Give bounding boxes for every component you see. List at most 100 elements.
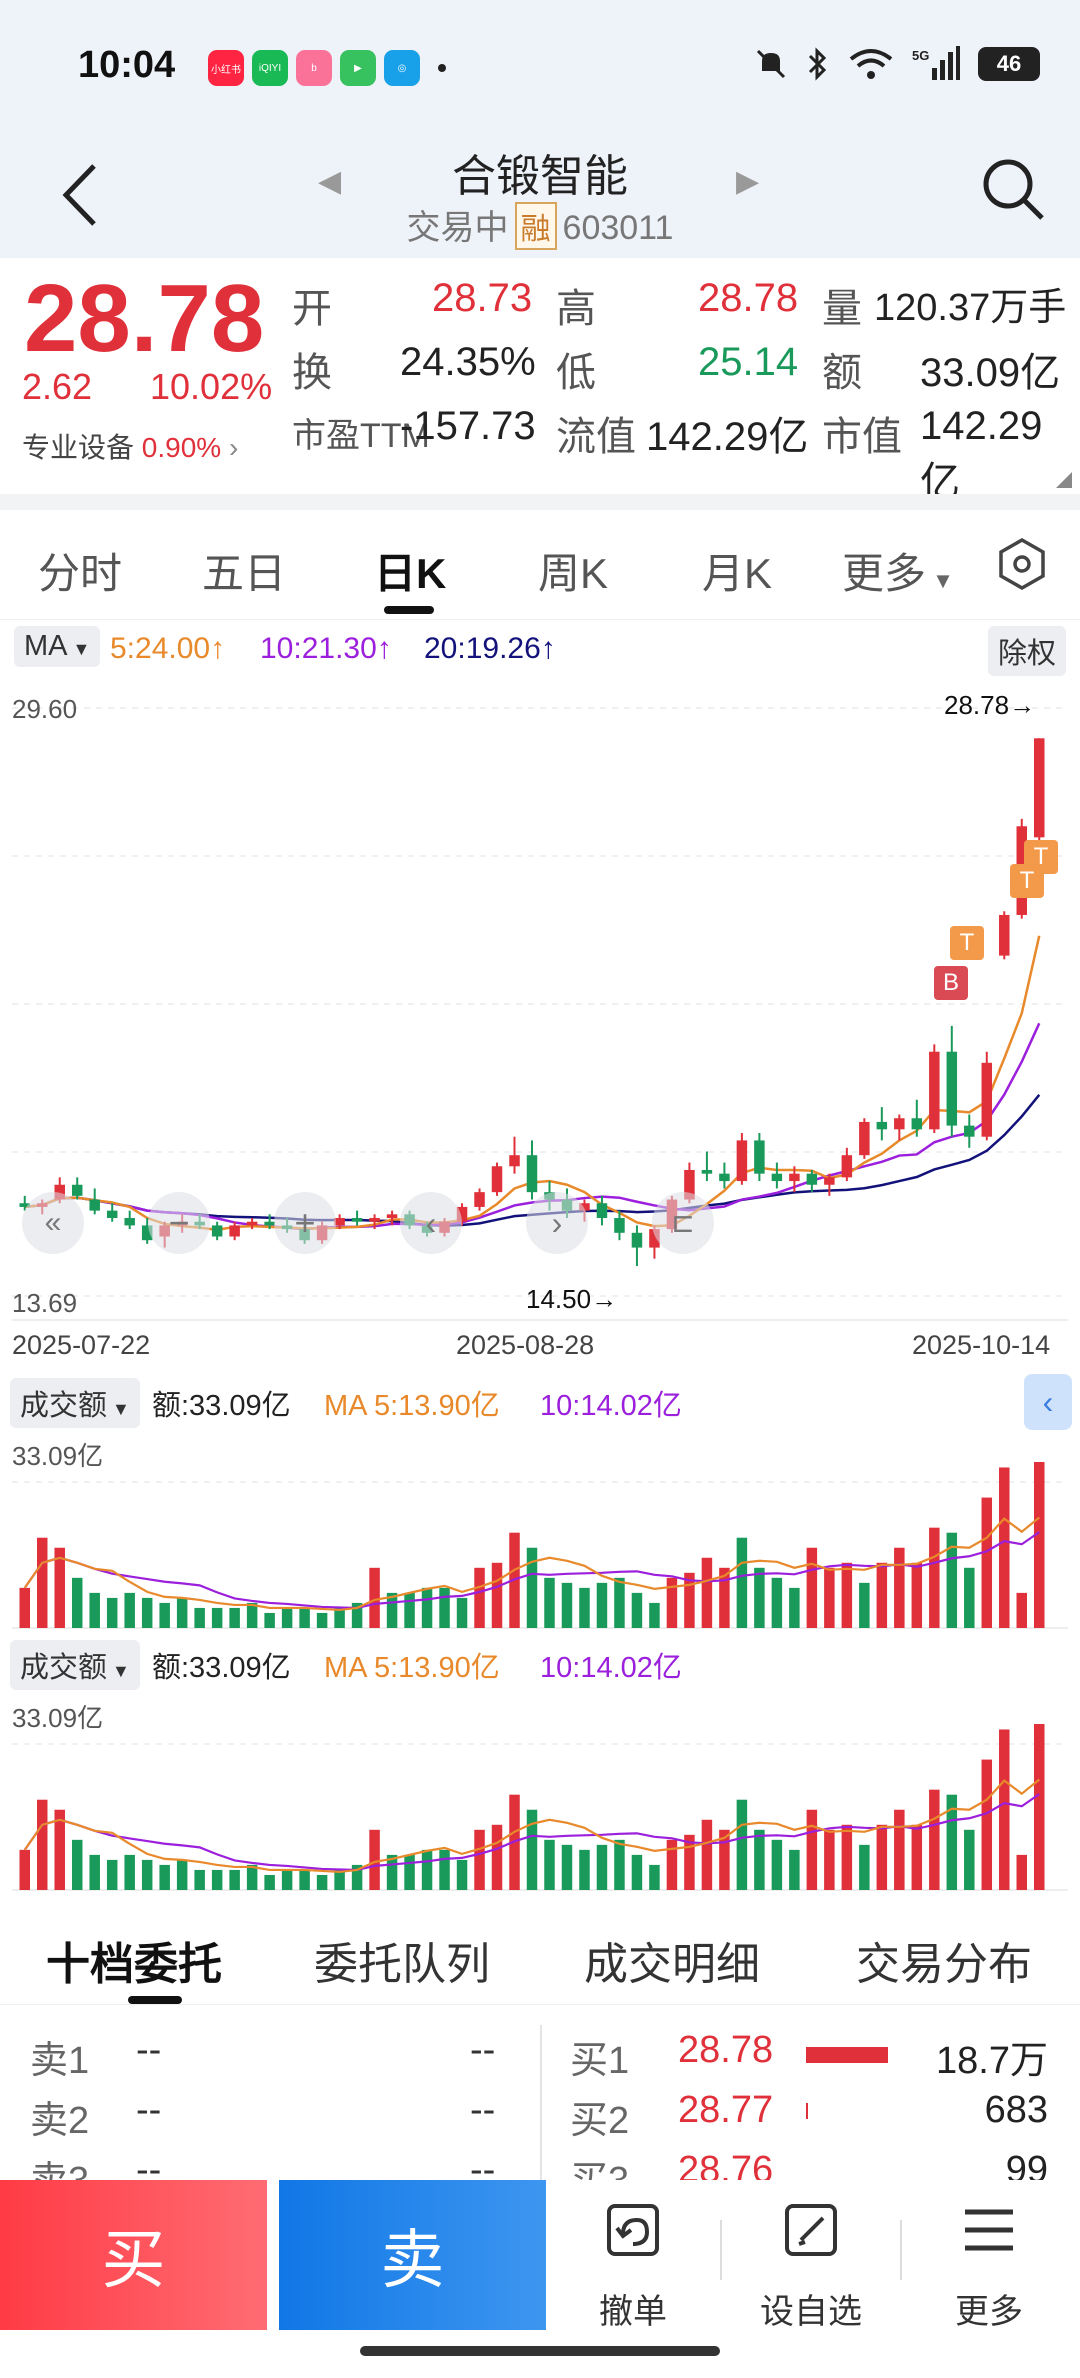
tab-weekly-k[interactable]: 周K (538, 550, 609, 597)
candle-body (351, 1218, 363, 1222)
search-icon[interactable] (978, 154, 1048, 224)
ma-legend: MA ▼ 5:24.00↑ 10:21.30↑ 20:19.26↑ 除权 (0, 620, 1080, 690)
xiaohongshu-icon: 小红书 (208, 50, 244, 86)
volume-bars (12, 1462, 1068, 1891)
ma10-value: 10:21.30↑ (260, 632, 392, 665)
volume-bar (806, 1547, 818, 1628)
quote-panel: 28.78 2.62 10.02% 专业设备 0.90% › 开 28.73 高… (0, 258, 1080, 504)
tab-five-day[interactable]: 五日 (202, 550, 287, 597)
tab-trade-distribution[interactable]: 交易分布 (856, 1940, 1032, 1989)
volume-bar (841, 1562, 853, 1628)
tab-order-queue[interactable]: 委托队列 (314, 1940, 490, 1989)
menu-icon (965, 2209, 1013, 2251)
volume-bar (474, 1829, 485, 1890)
add-watchlist-button[interactable]: 设自选 (736, 2180, 886, 2331)
candle-body (141, 1225, 153, 1241)
volume-bar (964, 1829, 975, 1890)
zoom-out-button[interactable]: − (148, 1192, 210, 1254)
trading-status: 交易中 (406, 209, 509, 247)
volume-ma10: 10:14.02亿 (540, 1390, 682, 1422)
candle-body (684, 1169, 695, 1200)
bid-volume: 683 (984, 2089, 1048, 2131)
volume-bar (334, 1607, 345, 1628)
adjust-selector[interactable]: 除权 (987, 626, 1066, 676)
svg-text:5G: 5G (912, 48, 929, 63)
tab-ten-level[interactable]: 十档委托 (46, 1940, 222, 1989)
volume-bar (526, 1809, 538, 1890)
low-label: 低 (556, 351, 596, 395)
sell-button[interactable]: 卖 (279, 2180, 546, 2330)
ma-selector[interactable]: MA ▼ (14, 626, 101, 667)
prev-stock-arrow-icon[interactable]: ◀ (318, 165, 342, 198)
candle-body (929, 1051, 940, 1130)
trade-mark-t[interactable]: T (1010, 864, 1044, 898)
volume-bar (404, 1592, 415, 1628)
stock-subtitle: 交易中融 603011 (0, 200, 1080, 250)
ma5-value: 5:24.00↑ (110, 632, 226, 665)
volume-bar (316, 1874, 328, 1890)
scroll-left-button[interactable]: ‹ (400, 1192, 462, 1254)
volume-indicator-selector[interactable]: 成交额 ▼ (10, 1378, 140, 1428)
volume-bar (929, 1527, 940, 1628)
candle-body (89, 1199, 100, 1211)
sector-link[interactable]: 专业设备 0.90% › (22, 432, 239, 463)
volume-bar (36, 1799, 48, 1890)
volume-bar (124, 1592, 135, 1628)
tab-daily-k[interactable]: 日K (374, 550, 447, 597)
candle-body (859, 1121, 870, 1156)
candle-body (369, 1218, 380, 1222)
tab-intraday[interactable]: 分时 (38, 550, 123, 597)
tab-trade-detail[interactable]: 成交明细 (584, 1940, 760, 1989)
volume-bar (71, 1577, 83, 1628)
candle-body (771, 1173, 783, 1182)
section-divider (0, 494, 1080, 510)
volume-bar (754, 1567, 765, 1628)
volume-bar (596, 1582, 608, 1628)
volume-bar (89, 1592, 100, 1628)
volume-bar (579, 1849, 590, 1890)
collapse-panel-button[interactable]: ‹ (1024, 1374, 1072, 1430)
zoom-in-button[interactable]: + (274, 1192, 336, 1254)
volume-bar (351, 1602, 363, 1628)
volume-bar (194, 1869, 205, 1890)
volume-bar (246, 1602, 258, 1628)
tab-more[interactable]: 更多 ▼ (842, 550, 954, 597)
wifi-icon (849, 49, 893, 79)
reset-view-button[interactable]: ⊏ (652, 1192, 714, 1254)
volume-bar (911, 1562, 923, 1628)
kline-chart-area[interactable]: 29.60 13.69 28.78→ 14.50→ T T T B « − + … (0, 690, 1080, 1900)
amount-value: 33.09亿 (920, 351, 1061, 395)
volume-bar (631, 1592, 643, 1628)
more-button[interactable]: 更多 (914, 2180, 1064, 2331)
volume-bar (194, 1607, 205, 1628)
buy-button[interactable]: 买 (0, 2180, 267, 2330)
volume-bar (929, 1789, 940, 1890)
bilibili-icon: b (296, 50, 332, 86)
tab-monthly-k[interactable]: 月K (702, 550, 773, 597)
ask-label: 卖1 (30, 2040, 90, 2082)
volume-bar (89, 1854, 100, 1890)
next-stock-arrow-icon[interactable]: ▶ (736, 165, 760, 198)
candle-body (474, 1192, 485, 1207)
order-tab-indicator (128, 1996, 182, 2004)
expand-corner-icon[interactable] (1056, 472, 1072, 488)
zoom-first-button[interactable]: « (22, 1192, 84, 1254)
trade-mark-b[interactable]: B (934, 966, 968, 1000)
mobile-app-icon: ◎ (384, 50, 420, 86)
chart-settings-icon[interactable] (992, 534, 1052, 594)
ask-price: -- (136, 2089, 162, 2131)
candle-body (614, 1218, 625, 1233)
volume-indicator-selector[interactable]: 成交额 ▼ (10, 1640, 140, 1690)
volume-bar (894, 1809, 905, 1890)
cancel-order-button[interactable]: 撤单 (558, 2180, 708, 2331)
volume-bar (299, 1869, 310, 1890)
volume-bar (789, 1587, 800, 1628)
period-tabs: 分时 五日 日K 周K 月K 更多 ▼ (0, 510, 1080, 620)
trade-mark-t[interactable]: T (950, 926, 984, 960)
scroll-right-button[interactable]: › (526, 1192, 588, 1254)
candle-body (964, 1125, 975, 1137)
volume-ma5: MA 5:13.90亿 (324, 1652, 500, 1684)
back-button[interactable] (56, 160, 106, 230)
candle-body (579, 1203, 590, 1211)
battery-icon: 46 (978, 47, 1040, 81)
